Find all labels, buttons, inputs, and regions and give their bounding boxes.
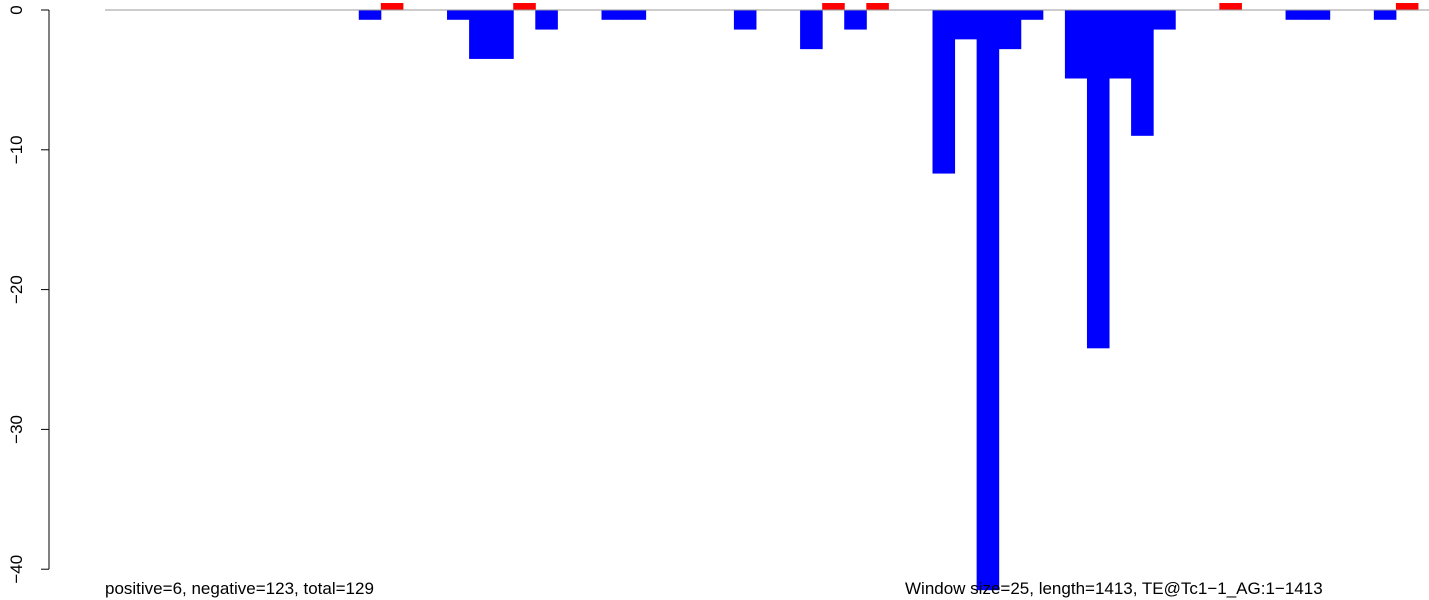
negative-bar xyxy=(976,10,1000,591)
positive-bar xyxy=(513,3,536,10)
negative-bar xyxy=(932,10,956,174)
negative-bar xyxy=(1086,10,1110,349)
negative-bar xyxy=(1307,10,1331,20)
negative-bar xyxy=(844,10,867,30)
negative-bar xyxy=(1064,10,1088,79)
window-info-note: Window size=25, length=1413, TE@Tc1−1_AG… xyxy=(905,579,1323,598)
negative-bar xyxy=(1153,10,1176,30)
y-tick-label: 0 xyxy=(7,5,26,14)
positive-bar xyxy=(822,3,845,10)
counts-note: positive=6, negative=123, total=129 xyxy=(105,579,374,598)
y-tick-label: −40 xyxy=(7,555,26,584)
positive-bar xyxy=(1395,3,1419,10)
negative-bar xyxy=(1373,10,1397,20)
y-axis: 0 −10 −20 −30 −40 xyxy=(7,5,50,584)
y-tick-label: −10 xyxy=(7,135,26,164)
negative-bar xyxy=(358,10,382,20)
y-tick-label: −30 xyxy=(7,415,26,444)
negative-bar xyxy=(601,10,625,20)
y-tick-label: −20 xyxy=(7,275,26,304)
negative-bar xyxy=(733,10,757,30)
negative-bar xyxy=(954,10,978,40)
negative-bar xyxy=(1285,10,1309,20)
negative-bar xyxy=(800,10,823,50)
negative-bar xyxy=(447,10,470,20)
negative-bar xyxy=(469,10,492,59)
negative-bar xyxy=(623,10,647,20)
bars-group xyxy=(358,3,1419,591)
negative-bar xyxy=(998,10,1022,50)
negative-bar xyxy=(491,10,514,59)
negative-bar xyxy=(1109,10,1132,79)
negative-bar xyxy=(1020,10,1044,20)
positive-bar xyxy=(380,3,404,10)
negative-bar xyxy=(1131,10,1154,136)
negative-bar xyxy=(535,10,558,30)
positive-bar xyxy=(866,3,889,10)
positive-bar xyxy=(1219,3,1242,10)
